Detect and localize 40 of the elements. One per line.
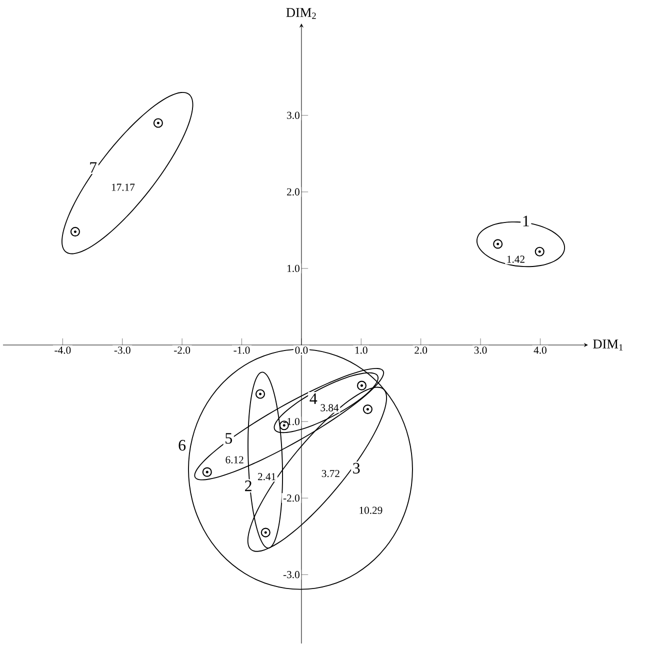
- annotation: 1: [523, 216, 529, 226]
- annotation: 6: [178, 440, 186, 451]
- y-tick-label: 1.0: [288, 264, 300, 272]
- x-tick-label: 0.0: [295, 346, 308, 354]
- point: [534, 246, 544, 256]
- point: [255, 389, 266, 399]
- y-tick-label: -1.0: [283, 418, 300, 426]
- point: [362, 404, 372, 414]
- annotation: 17.17: [112, 184, 135, 191]
- annotation: 2.41: [258, 473, 276, 480]
- point: [202, 467, 212, 477]
- annotation: 2: [245, 480, 252, 492]
- annotation: 5: [226, 433, 232, 444]
- x-tick-label: -4.0: [54, 346, 71, 354]
- x-tick-label: -3.0: [114, 346, 130, 354]
- annotation: 1.42: [507, 256, 524, 263]
- y-tick-label: 2.0: [287, 188, 300, 196]
- x-tick-label: -1.0: [234, 346, 250, 354]
- x-axis-title: DIM$_{1}$: [593, 340, 623, 350]
- y-tick-label: -3.0: [283, 571, 300, 578]
- x-tick-label: 3.0: [474, 346, 487, 354]
- annotation: 6.12: [226, 456, 244, 464]
- point: [493, 239, 503, 249]
- x-tick-label: 4.0: [534, 346, 546, 354]
- annotation: 10.29: [360, 506, 382, 514]
- x-tick-label: -2.0: [174, 346, 190, 354]
- annotation: 4: [310, 393, 318, 404]
- y-tick-label: 3.0: [287, 112, 300, 119]
- y-tick-label: -2.0: [283, 494, 300, 502]
- annotation: 3.72: [322, 470, 340, 478]
- point: [356, 380, 367, 390]
- x-tick-label: 1.0: [355, 346, 368, 354]
- annotation: 3.84: [320, 404, 339, 412]
- point: [70, 226, 80, 237]
- annotation: 3: [353, 462, 360, 474]
- point: [153, 118, 163, 128]
- annotation: 7: [90, 162, 97, 173]
- point: [260, 528, 270, 538]
- x-tick-label: 2.0: [414, 346, 428, 354]
- y-axis-title: DIM$_{2}$: [286, 8, 316, 19]
